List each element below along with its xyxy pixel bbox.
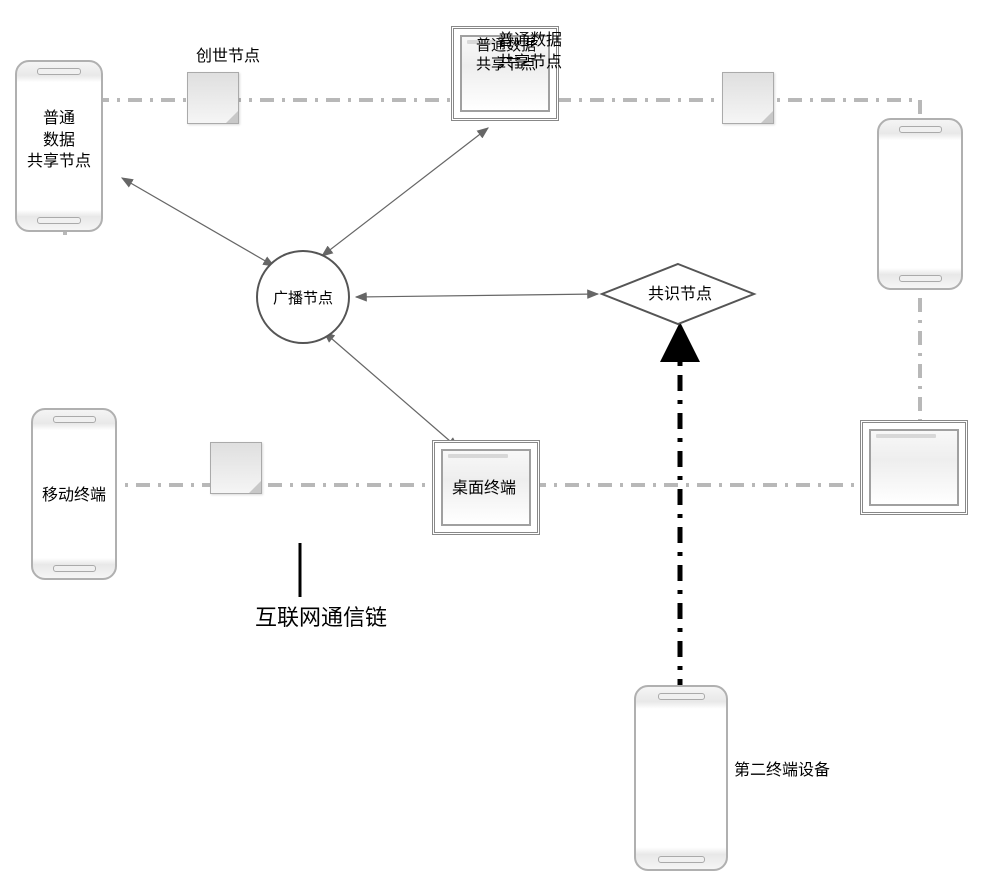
dashdot-network-path bbox=[65, 100, 920, 485]
phone-second-terminal bbox=[634, 685, 728, 871]
note-bottom-left bbox=[210, 442, 262, 494]
phone-top-right bbox=[877, 118, 963, 290]
genesis-node-label: 创世节点 bbox=[196, 46, 260, 68]
note-top-right bbox=[722, 72, 774, 124]
desktop-terminal-label: 桌面终端 bbox=[452, 478, 516, 500]
internet-link-label: 互联网通信链 bbox=[255, 600, 387, 632]
note-genesis bbox=[187, 72, 239, 124]
phone-data-share-label: 普通 数据 共享节点 bbox=[26, 108, 92, 173]
broadcast-node-label: 广播节点 bbox=[273, 287, 333, 308]
phone-mobile-terminal-label: 移动终端 bbox=[40, 485, 108, 507]
desktop-top-label-vis: 普通数据 共享节点 bbox=[466, 37, 546, 75]
broadcast-node: 广播节点 bbox=[256, 250, 350, 344]
phone-second-terminal-label: 第二终端设备 bbox=[734, 760, 854, 782]
desktop-right bbox=[860, 420, 968, 515]
connection-arrows bbox=[122, 128, 598, 448]
consensus-node-label: 共识节点 bbox=[648, 284, 712, 306]
